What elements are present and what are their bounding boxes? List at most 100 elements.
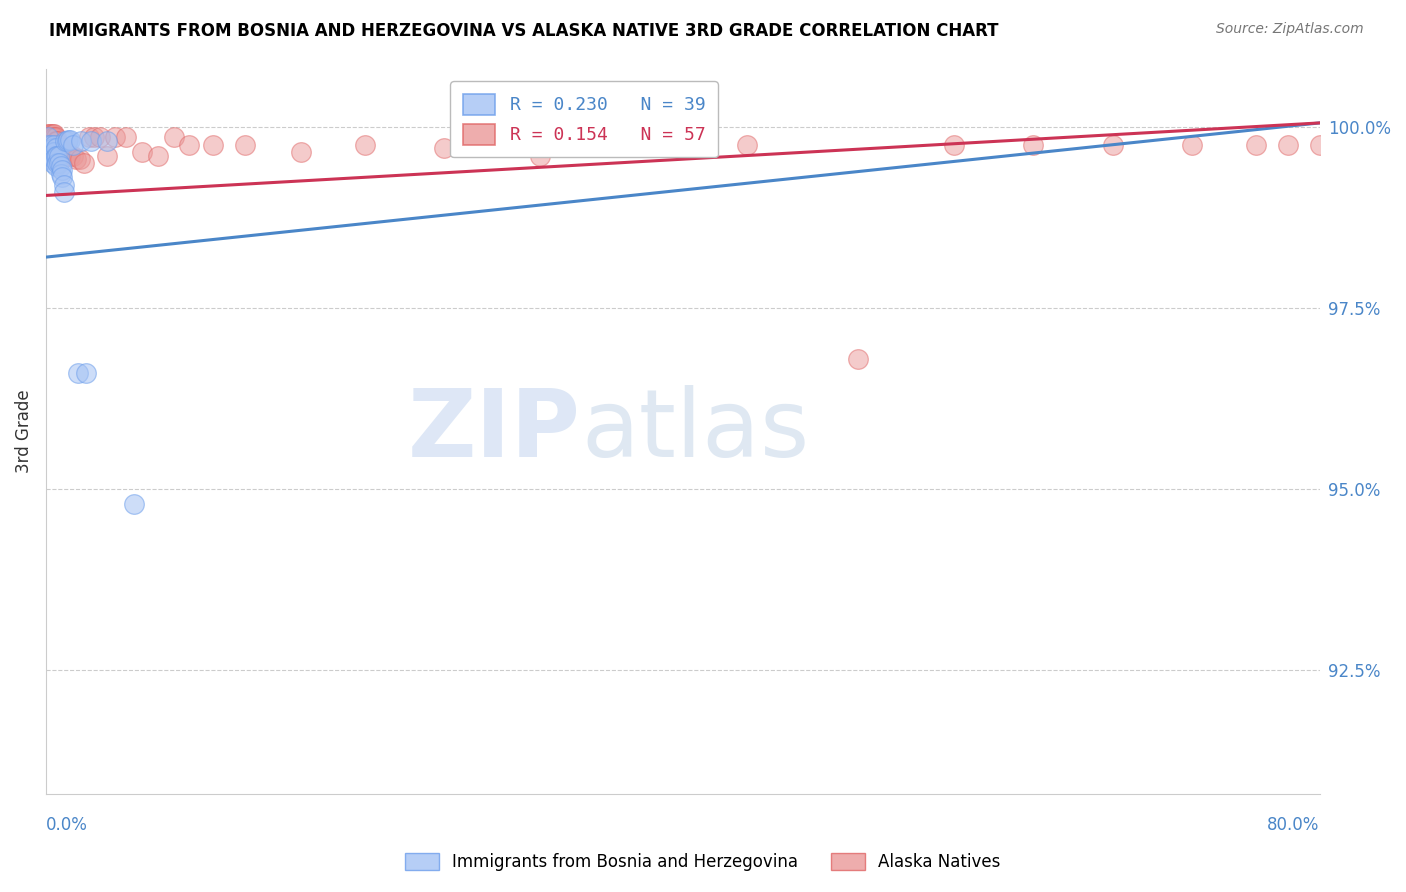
Point [640, 137, 662, 152]
Point [44, 137, 66, 152]
Point [49, 160, 72, 174]
Point [131, 145, 153, 159]
Point [37, 137, 59, 152]
Point [529, 148, 551, 162]
Legend: Immigrants from Bosnia and Herzegovina, Alaska Natives: Immigrants from Bosnia and Herzegovina, … [396, 845, 1010, 880]
Point [48, 156, 70, 170]
Point [44, 130, 66, 145]
Point [48, 137, 70, 152]
Point [53, 134, 76, 148]
Point [65, 152, 87, 166]
Point [38, 130, 60, 145]
Point [49, 167, 72, 181]
Point [1309, 137, 1331, 152]
Point [37, 127, 59, 141]
Point [53, 148, 76, 162]
Point [44, 127, 66, 141]
Point [1244, 137, 1267, 152]
Point [44, 145, 66, 159]
Point [96, 134, 118, 148]
Point [49, 141, 72, 155]
Point [179, 137, 201, 152]
Point [39, 127, 62, 141]
Point [51, 163, 73, 178]
Point [59, 132, 82, 146]
Point [1405, 137, 1406, 152]
Point [37, 130, 59, 145]
Point [48, 148, 70, 162]
Text: 80.0%: 80.0% [1267, 815, 1320, 833]
Point [41, 127, 63, 141]
Point [45, 160, 67, 174]
Point [37, 130, 59, 145]
Point [45, 130, 67, 145]
Point [62, 148, 84, 162]
Point [104, 130, 127, 145]
Point [56, 134, 79, 148]
Point [1101, 137, 1123, 152]
Point [70, 134, 93, 148]
Point [290, 145, 312, 159]
Point [146, 148, 169, 162]
Point [1372, 137, 1395, 152]
Point [39, 137, 62, 152]
Point [433, 141, 456, 155]
Point [46, 156, 69, 170]
Point [38, 127, 60, 141]
Point [52, 185, 75, 199]
Point [1277, 137, 1299, 152]
Point [83, 130, 105, 145]
Point [45, 134, 67, 148]
Point [1357, 137, 1379, 152]
Text: IMMIGRANTS FROM BOSNIA AND HERZEGOVINA VS ALASKA NATIVE 3RD GRADE CORRELATION CH: IMMIGRANTS FROM BOSNIA AND HERZEGOVINA V… [49, 22, 998, 40]
Point [41, 156, 63, 170]
Text: atlas: atlas [581, 385, 810, 477]
Point [96, 148, 118, 162]
Point [58, 132, 80, 146]
Y-axis label: 3rd Grade: 3rd Grade [15, 389, 32, 473]
Point [568, 134, 591, 148]
Point [735, 137, 758, 152]
Point [52, 178, 75, 192]
Point [942, 137, 965, 152]
Point [39, 130, 62, 145]
Point [59, 148, 82, 162]
Point [202, 137, 225, 152]
Point [51, 170, 73, 185]
Point [846, 351, 869, 366]
Point [62, 137, 84, 152]
Point [46, 148, 69, 162]
Point [39, 134, 62, 148]
Point [162, 130, 184, 145]
Point [73, 156, 96, 170]
Point [69, 152, 91, 166]
Point [75, 366, 97, 380]
Point [80, 134, 103, 148]
Point [41, 141, 63, 155]
Point [1181, 137, 1204, 152]
Point [38, 152, 60, 166]
Point [481, 134, 503, 148]
Text: ZIP: ZIP [408, 385, 581, 477]
Point [529, 134, 551, 148]
Point [46, 137, 69, 152]
Point [122, 497, 145, 511]
Point [1022, 137, 1045, 152]
Text: 0.0%: 0.0% [46, 815, 89, 833]
Text: Source: ZipAtlas.com: Source: ZipAtlas.com [1216, 22, 1364, 37]
Point [353, 137, 375, 152]
Point [77, 130, 100, 145]
Point [45, 141, 67, 155]
Point [41, 130, 63, 145]
Point [46, 134, 69, 148]
Point [45, 148, 67, 162]
Point [66, 366, 89, 380]
Point [51, 143, 73, 157]
Point [52, 141, 75, 155]
Point [89, 130, 111, 145]
Point [233, 137, 256, 152]
Point [38, 145, 60, 159]
Point [56, 145, 79, 159]
Point [44, 152, 66, 166]
Legend: R = 0.230   N = 39, R = 0.154   N = 57: R = 0.230 N = 39, R = 0.154 N = 57 [450, 81, 718, 157]
